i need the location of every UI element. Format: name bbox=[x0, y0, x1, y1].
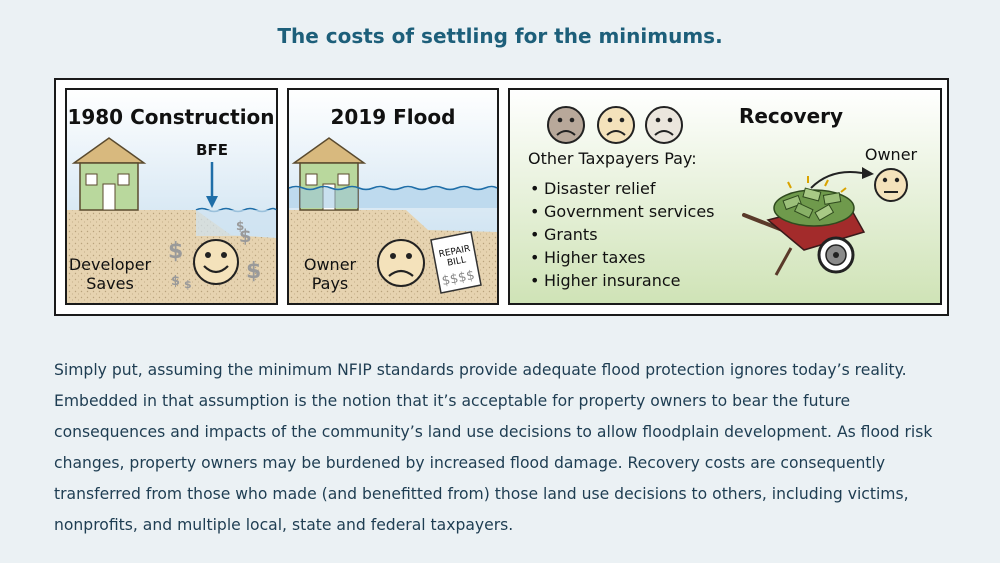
panel-flood: 2019 Flood REPAIR BILL $$$$ Owner bbox=[287, 88, 499, 305]
list-item: Disaster relief bbox=[544, 179, 656, 198]
money-pile-icon bbox=[773, 176, 855, 227]
list-bullet: • bbox=[530, 225, 539, 244]
panel-construction-title: 1980 Construction bbox=[67, 105, 274, 129]
water-body bbox=[196, 210, 276, 236]
panel-recovery-title: Recovery bbox=[739, 104, 843, 128]
sad-face-icon bbox=[377, 239, 425, 287]
panel-recovery: Recovery Other Taxpayers Pay: • Disaster… bbox=[508, 88, 942, 305]
transfer-arrow-icon bbox=[810, 167, 874, 189]
neutral-face-icon bbox=[874, 168, 908, 202]
list-bullet: • bbox=[530, 202, 539, 221]
recovery-subtitle: Other Taxpayers Pay: bbox=[528, 149, 697, 168]
panel-flood-caption-line2: Pays bbox=[312, 274, 349, 293]
panel-construction: 1980 Construction BFE $ $ bbox=[65, 88, 278, 305]
flood-water-line bbox=[288, 185, 498, 191]
bill-amount: $$$$ bbox=[441, 268, 476, 289]
bfe-arrow-icon bbox=[206, 162, 218, 208]
sad-face-icon bbox=[645, 106, 683, 144]
sad-face-icon bbox=[597, 106, 635, 144]
list-item: Higher taxes bbox=[544, 248, 646, 267]
list-item: Higher insurance bbox=[544, 271, 681, 290]
svg-text:$: $ bbox=[171, 274, 180, 289]
panel-construction-caption-line1: Developer bbox=[69, 255, 152, 274]
list-item: Grants bbox=[544, 225, 598, 244]
svg-text:$: $ bbox=[246, 259, 261, 284]
bfe-label: BFE bbox=[196, 141, 228, 159]
svg-text:$: $ bbox=[236, 219, 244, 233]
panel-flood-caption-line1: Owner bbox=[304, 255, 357, 274]
flood-cost-illustration: 1980 Construction BFE $ $ bbox=[54, 78, 949, 316]
svg-text:$: $ bbox=[168, 239, 183, 264]
house-icon bbox=[71, 137, 147, 211]
repair-bill-icon: REPAIR BILL $$$$ bbox=[430, 231, 482, 294]
panel-construction-caption-line2: Saves bbox=[86, 274, 134, 293]
dollar-signs-icon: $ $ $ $ $ $ bbox=[168, 219, 261, 291]
list-item: Government services bbox=[544, 202, 715, 221]
page-title: The costs of settling for the minimums. bbox=[277, 24, 723, 48]
sad-face-icon bbox=[547, 106, 585, 144]
owner-label: Owner bbox=[865, 145, 918, 164]
panel-flood-title: 2019 Flood bbox=[331, 105, 456, 129]
svg-text:$: $ bbox=[239, 226, 252, 247]
bill-text-line2: BILL bbox=[446, 255, 466, 268]
recovery-list: • Disaster relief • Government services … bbox=[530, 179, 715, 290]
list-bullet: • bbox=[530, 248, 539, 267]
body-paragraph: Simply put, assuming the minimum NFIP st… bbox=[54, 361, 933, 534]
happy-face-icon bbox=[193, 239, 239, 285]
list-bullet: • bbox=[530, 179, 539, 198]
list-bullet: • bbox=[530, 271, 539, 290]
svg-text:$: $ bbox=[184, 278, 192, 291]
